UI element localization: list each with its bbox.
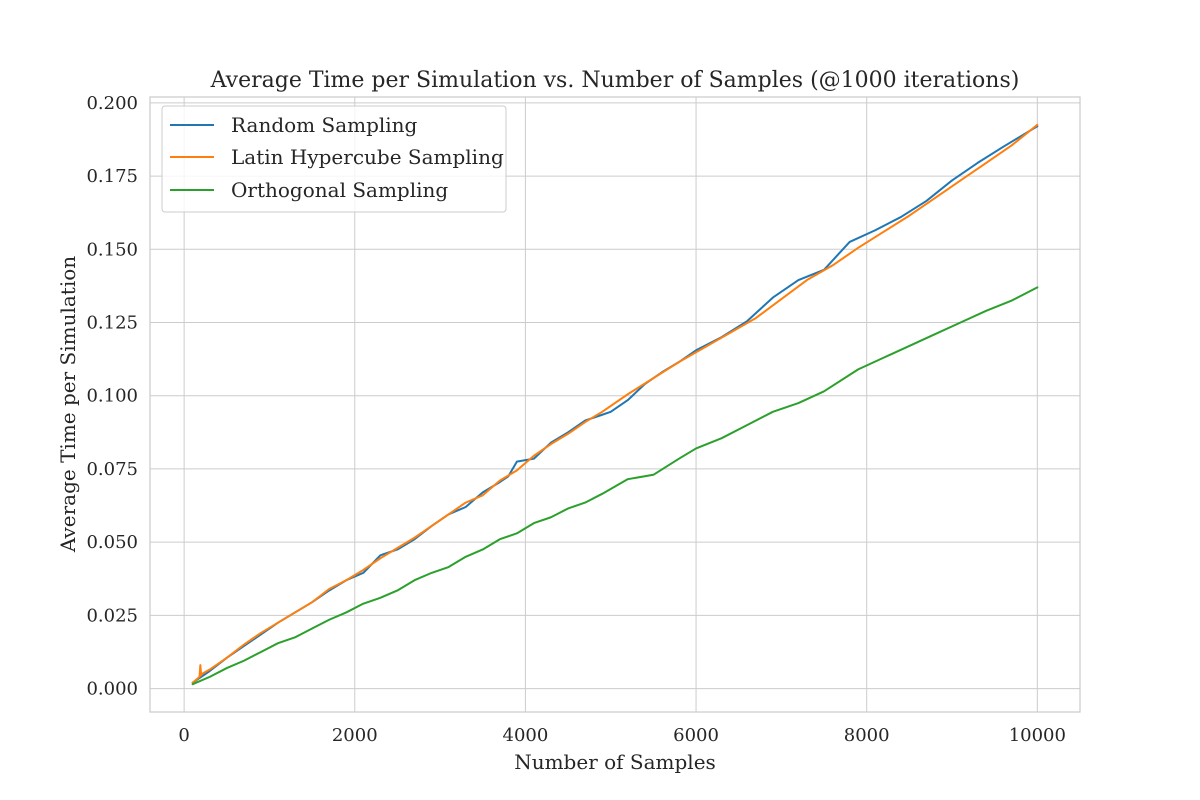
y-tick-label: 0.100 bbox=[86, 386, 138, 407]
legend-label-orthogonal: Orthogonal Sampling bbox=[231, 178, 448, 202]
series-lines bbox=[191, 123, 1039, 686]
y-tick-label: 0.075 bbox=[86, 459, 138, 480]
y-tick-label: 0.150 bbox=[86, 239, 138, 260]
y-tick-labels: 0.000 0.025 0.050 0.075 0.100 0.125 0.150 0.175… bbox=[86, 93, 138, 700]
series-line-latin-hypercube bbox=[191, 123, 1039, 684]
y-axis-label: Average Time per Simulation bbox=[56, 256, 80, 553]
y-tick-label: 0.125 bbox=[86, 313, 138, 334]
x-tick-label: 6000 bbox=[673, 725, 719, 746]
x-axis-label: Number of Samples bbox=[514, 750, 716, 774]
y-tick-label: 0.050 bbox=[86, 532, 138, 553]
x-tick-label: 0 bbox=[178, 725, 189, 746]
legend-box bbox=[161, 105, 507, 213]
series-line-orthogonal bbox=[191, 286, 1039, 686]
y-tick-label: 0.000 bbox=[86, 679, 138, 700]
x-tick-label: 2000 bbox=[332, 725, 378, 746]
y-tick-label: 0.175 bbox=[86, 166, 138, 187]
legend-label-latin-hypercube: Latin Hypercube Sampling bbox=[231, 145, 504, 169]
grid-lines bbox=[150, 97, 1080, 712]
x-tick-labels: 0 2000 4000 6000 8000 10000 bbox=[178, 725, 1066, 746]
y-tick-label: 0.025 bbox=[86, 605, 138, 626]
legend: Random Sampling Latin Hypercube Sampling… bbox=[161, 105, 507, 213]
x-tick-label: 10000 bbox=[1009, 725, 1066, 746]
plot-frame bbox=[149, 96, 1081, 713]
legend-label-random: Random Sampling bbox=[231, 113, 418, 137]
y-tick-label: 0.200 bbox=[86, 93, 138, 114]
x-tick-label: 8000 bbox=[844, 725, 890, 746]
x-tick-label: 4000 bbox=[503, 725, 549, 746]
chart-title: Average Time per Simulation vs. Number o… bbox=[210, 68, 1020, 93]
